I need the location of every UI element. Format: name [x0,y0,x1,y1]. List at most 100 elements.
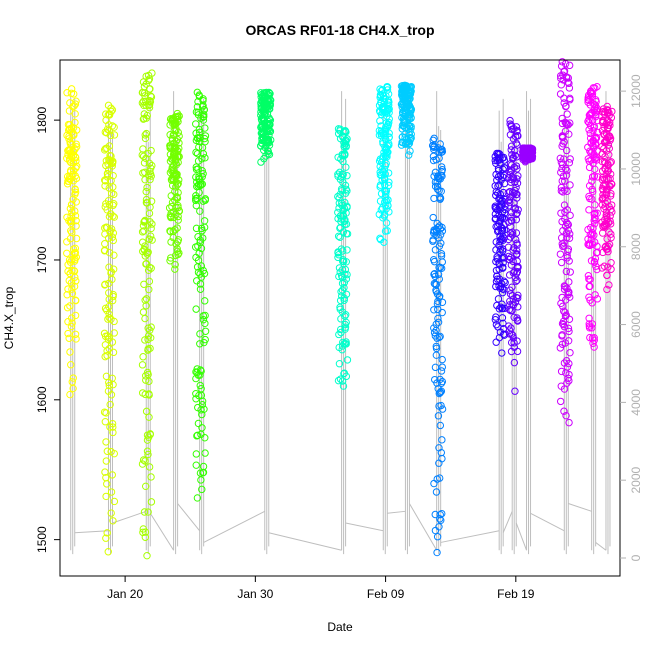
data-point [340,294,348,302]
altitude-transit [74,530,109,534]
data-point [336,296,345,305]
flight-series [429,134,447,557]
data-point [507,146,515,154]
data-point [438,223,446,232]
data-point [146,326,154,334]
data-point [493,275,502,283]
data-point [600,123,608,131]
data-point [598,229,607,237]
data-point [493,301,501,310]
y-tick-label: 1500 [35,526,49,553]
data-point [195,249,203,257]
data-point [200,269,209,278]
data-point [435,333,443,342]
data-point [514,206,522,214]
data-point [101,240,109,248]
data-point [147,473,155,481]
data-point [69,374,77,382]
data-point [64,261,72,269]
data-point [109,348,118,357]
data-point [71,154,80,162]
data-point [585,182,594,190]
data-point [499,259,507,267]
data-point [563,234,571,242]
data-point [564,247,572,255]
data-point [63,154,71,162]
data-point [67,279,76,287]
data-point [174,147,182,155]
data-point [560,407,568,415]
data-point [598,157,607,166]
data-point [593,128,602,137]
data-point [201,434,209,442]
data-point [435,242,444,250]
data-point [433,533,442,541]
data-point [585,275,593,283]
data-point [590,220,599,228]
data-point [67,227,75,235]
data-point [167,176,176,184]
data-point [514,172,522,180]
data-point [145,277,154,286]
data-point [109,212,117,220]
data-point [72,164,80,172]
data-point [105,313,113,322]
data-point [431,526,440,535]
data-point [338,266,347,274]
data-point [560,307,568,315]
data-point [103,447,112,455]
data-point [343,171,351,180]
data-point [509,269,518,277]
data-point [492,266,501,275]
data-point [557,62,566,70]
data-point [192,389,200,398]
data-point [192,148,200,157]
data-point [197,244,206,253]
data-point [341,127,349,136]
data-point [103,125,112,133]
data-point [174,216,182,224]
data-point [336,325,345,334]
data-point [608,208,616,216]
data-point [496,194,504,202]
data-point [257,142,265,150]
altitude-transit [568,503,592,512]
data-point [108,419,117,428]
data-point [507,216,515,225]
data-point [588,231,596,239]
data-point [102,409,110,417]
data-point [606,212,614,220]
data-point [110,190,118,199]
data-point [563,363,572,371]
data-point [433,548,441,557]
data-point [105,212,114,221]
data-point [199,95,207,103]
data-point [145,263,154,271]
data-point [591,101,599,109]
data-point [509,257,517,266]
data-point [604,107,612,115]
data-point [264,137,273,146]
data-point [511,298,520,307]
data-point [599,116,607,125]
data-point [193,431,202,439]
data-point [593,265,601,274]
y2-tick-label: 10000 [629,152,643,186]
data-point [438,227,447,235]
data-point [588,173,597,181]
data-point [433,182,442,191]
data-point [437,448,446,457]
data-point [343,246,351,254]
data-point [499,213,507,222]
data-point [566,181,574,189]
data-point [102,161,110,170]
data-point [141,216,149,225]
data-point [107,509,115,517]
data-point [336,268,344,276]
data-point [143,551,151,560]
data-point [512,139,521,147]
data-point [559,320,568,329]
data-point [68,319,76,327]
data-point [433,219,441,228]
data-point [107,315,115,323]
